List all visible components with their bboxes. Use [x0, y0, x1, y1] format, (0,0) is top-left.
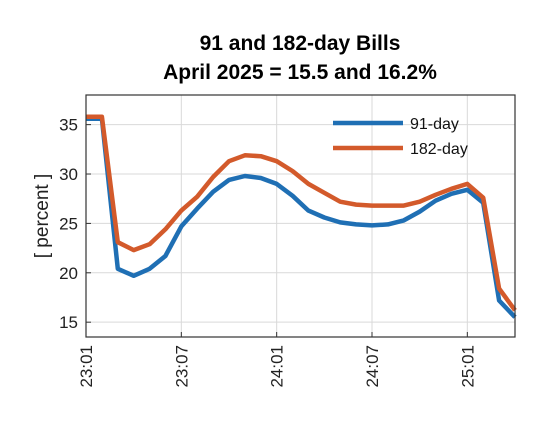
- x-tick-label: 24:07: [363, 345, 382, 388]
- series-line-1: [86, 114, 517, 312]
- series-line-0: [86, 116, 517, 319]
- y-tick-label: 35: [59, 116, 78, 135]
- x-tick-label: 23:07: [172, 345, 191, 388]
- y-tick-label: 20: [59, 264, 78, 283]
- x-tick-label: 25:01: [458, 345, 477, 388]
- chart-subtitle: April 2025 = 15.5 and 16.2%: [163, 61, 437, 84]
- x-tick-label: 23:01: [77, 345, 96, 388]
- x-tick-label: 24:01: [268, 345, 287, 388]
- legend-label: 182-day: [410, 141, 468, 158]
- y-tick-label: 25: [59, 214, 78, 233]
- y-axis-label: [ percent ]: [32, 174, 53, 259]
- plot-frame: [85, 94, 516, 338]
- legend-label: 91-day: [410, 116, 459, 133]
- legend: 91-day 182-day: [333, 116, 468, 158]
- y-tick-label: 15: [59, 313, 78, 332]
- series-layer: [86, 114, 517, 319]
- axes: 15 20 25 30 35 23:01 23:07 24:01 24:07 25:01 [ per…: [32, 116, 477, 388]
- y-tick-label: 30: [59, 165, 78, 184]
- grid-lines: [85, 95, 515, 337]
- chart-title: 91 and 182-day Bills: [199, 32, 401, 55]
